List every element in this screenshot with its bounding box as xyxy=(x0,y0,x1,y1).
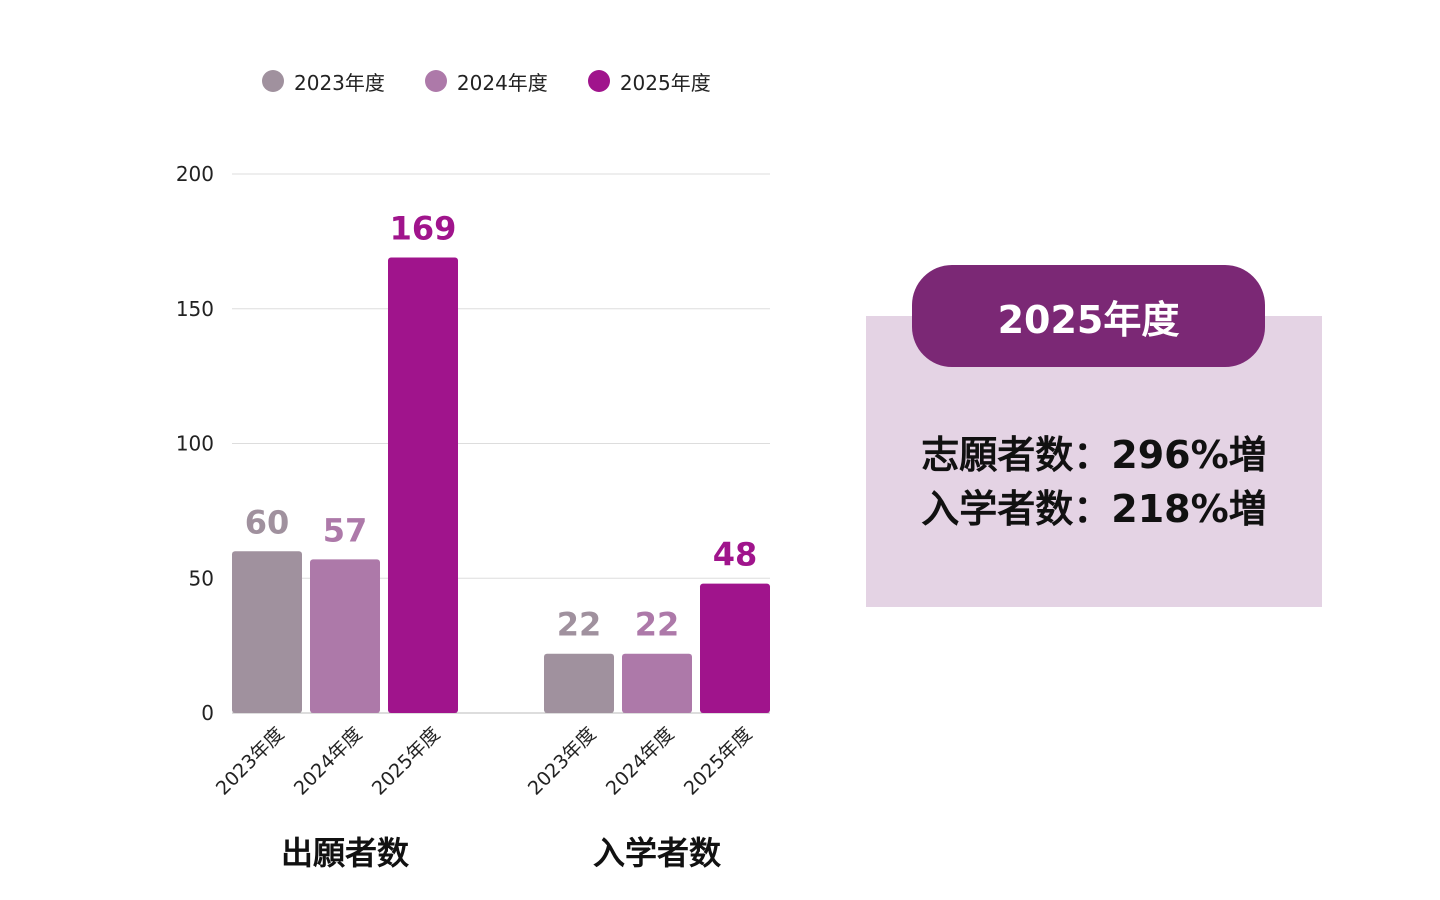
data-label: 57 xyxy=(323,511,368,549)
legend-label-2024: 2024年度 xyxy=(456,70,548,95)
data-label: 169 xyxy=(390,210,457,248)
summary-year-badge: 2025年度 xyxy=(912,265,1265,367)
bar-applicants-2025年度 xyxy=(388,257,458,713)
legend-swatch-2025 xyxy=(587,70,610,92)
summary-enrollees-increase: 入学者数：218%増 xyxy=(921,487,1267,531)
x-tick-label: 2024年度 xyxy=(290,723,367,800)
group-label: 入学者数 xyxy=(593,834,722,872)
legend-item-2023: 2023年度 xyxy=(262,67,385,96)
bar-enrollees-2024年度 xyxy=(622,653,692,713)
bar-enrollees-2023年度 xyxy=(544,653,614,713)
chart-legend: 2023年度 2024年度 2025年度 xyxy=(262,66,751,96)
data-label: 22 xyxy=(557,606,602,644)
x-tick-label: 2024年度 xyxy=(602,723,679,800)
x-tick-label: 2023年度 xyxy=(212,723,289,800)
bar-applicants-2023年度 xyxy=(232,551,302,713)
summary-applicants-increase: 志願者数：296%増 xyxy=(921,433,1267,477)
summary-stats: 志願者数：296%増 入学者数：218%増 xyxy=(866,428,1322,536)
legend-item-2024: 2024年度 xyxy=(424,67,548,96)
legend-label-2025: 2025年度 xyxy=(619,70,711,95)
data-label: 22 xyxy=(635,606,680,644)
y-tick-label: 50 xyxy=(189,566,214,590)
legend-swatch-2023 xyxy=(262,70,284,92)
legend-item-2025: 2025年度 xyxy=(587,67,711,96)
bar-enrollees-2025年度 xyxy=(700,583,770,713)
x-tick-label: 2023年度 xyxy=(524,723,601,800)
legend-swatch-2024 xyxy=(424,70,447,92)
x-tick-label: 2025年度 xyxy=(368,723,445,800)
data-label: 48 xyxy=(713,536,758,574)
y-tick-label: 100 xyxy=(176,432,214,456)
group-label: 出願者数 xyxy=(281,834,410,872)
data-label: 60 xyxy=(245,503,290,541)
legend-label-2023: 2023年度 xyxy=(294,70,385,95)
bar-applicants-2024年度 xyxy=(310,559,380,713)
x-tick-label: 2025年度 xyxy=(680,723,757,800)
y-tick-label: 200 xyxy=(176,162,214,186)
y-tick-label: 150 xyxy=(176,297,214,321)
y-tick-label: 0 xyxy=(201,701,214,725)
